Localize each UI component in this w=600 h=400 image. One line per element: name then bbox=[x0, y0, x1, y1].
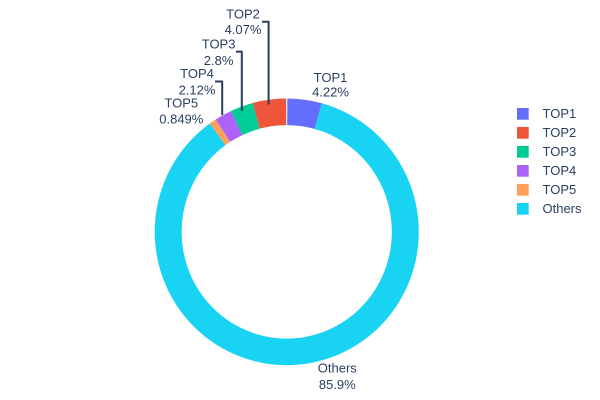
svg-text:TOP4: TOP4 bbox=[180, 66, 214, 81]
svg-text:TOP5: TOP5 bbox=[164, 95, 198, 110]
svg-text:TOP2: TOP2 bbox=[226, 6, 260, 21]
svg-text:Others: Others bbox=[318, 361, 358, 376]
svg-text:TOP2: TOP2 bbox=[543, 125, 577, 140]
svg-text:TOP4: TOP4 bbox=[543, 163, 577, 178]
svg-text:TOP3: TOP3 bbox=[202, 37, 236, 52]
svg-text:4.22%: 4.22% bbox=[312, 85, 349, 100]
svg-text:85.9%: 85.9% bbox=[319, 377, 356, 392]
svg-text:4.07%: 4.07% bbox=[225, 22, 262, 37]
svg-text:0.849%: 0.849% bbox=[159, 112, 204, 127]
svg-text:TOP5: TOP5 bbox=[543, 182, 577, 197]
svg-text:TOP3: TOP3 bbox=[543, 144, 577, 159]
svg-text:Others: Others bbox=[543, 201, 583, 216]
svg-text:TOP1: TOP1 bbox=[543, 106, 577, 121]
svg-text:TOP1: TOP1 bbox=[314, 70, 348, 85]
svg-text:2.12%: 2.12% bbox=[179, 82, 216, 97]
svg-text:2.8%: 2.8% bbox=[204, 53, 234, 68]
